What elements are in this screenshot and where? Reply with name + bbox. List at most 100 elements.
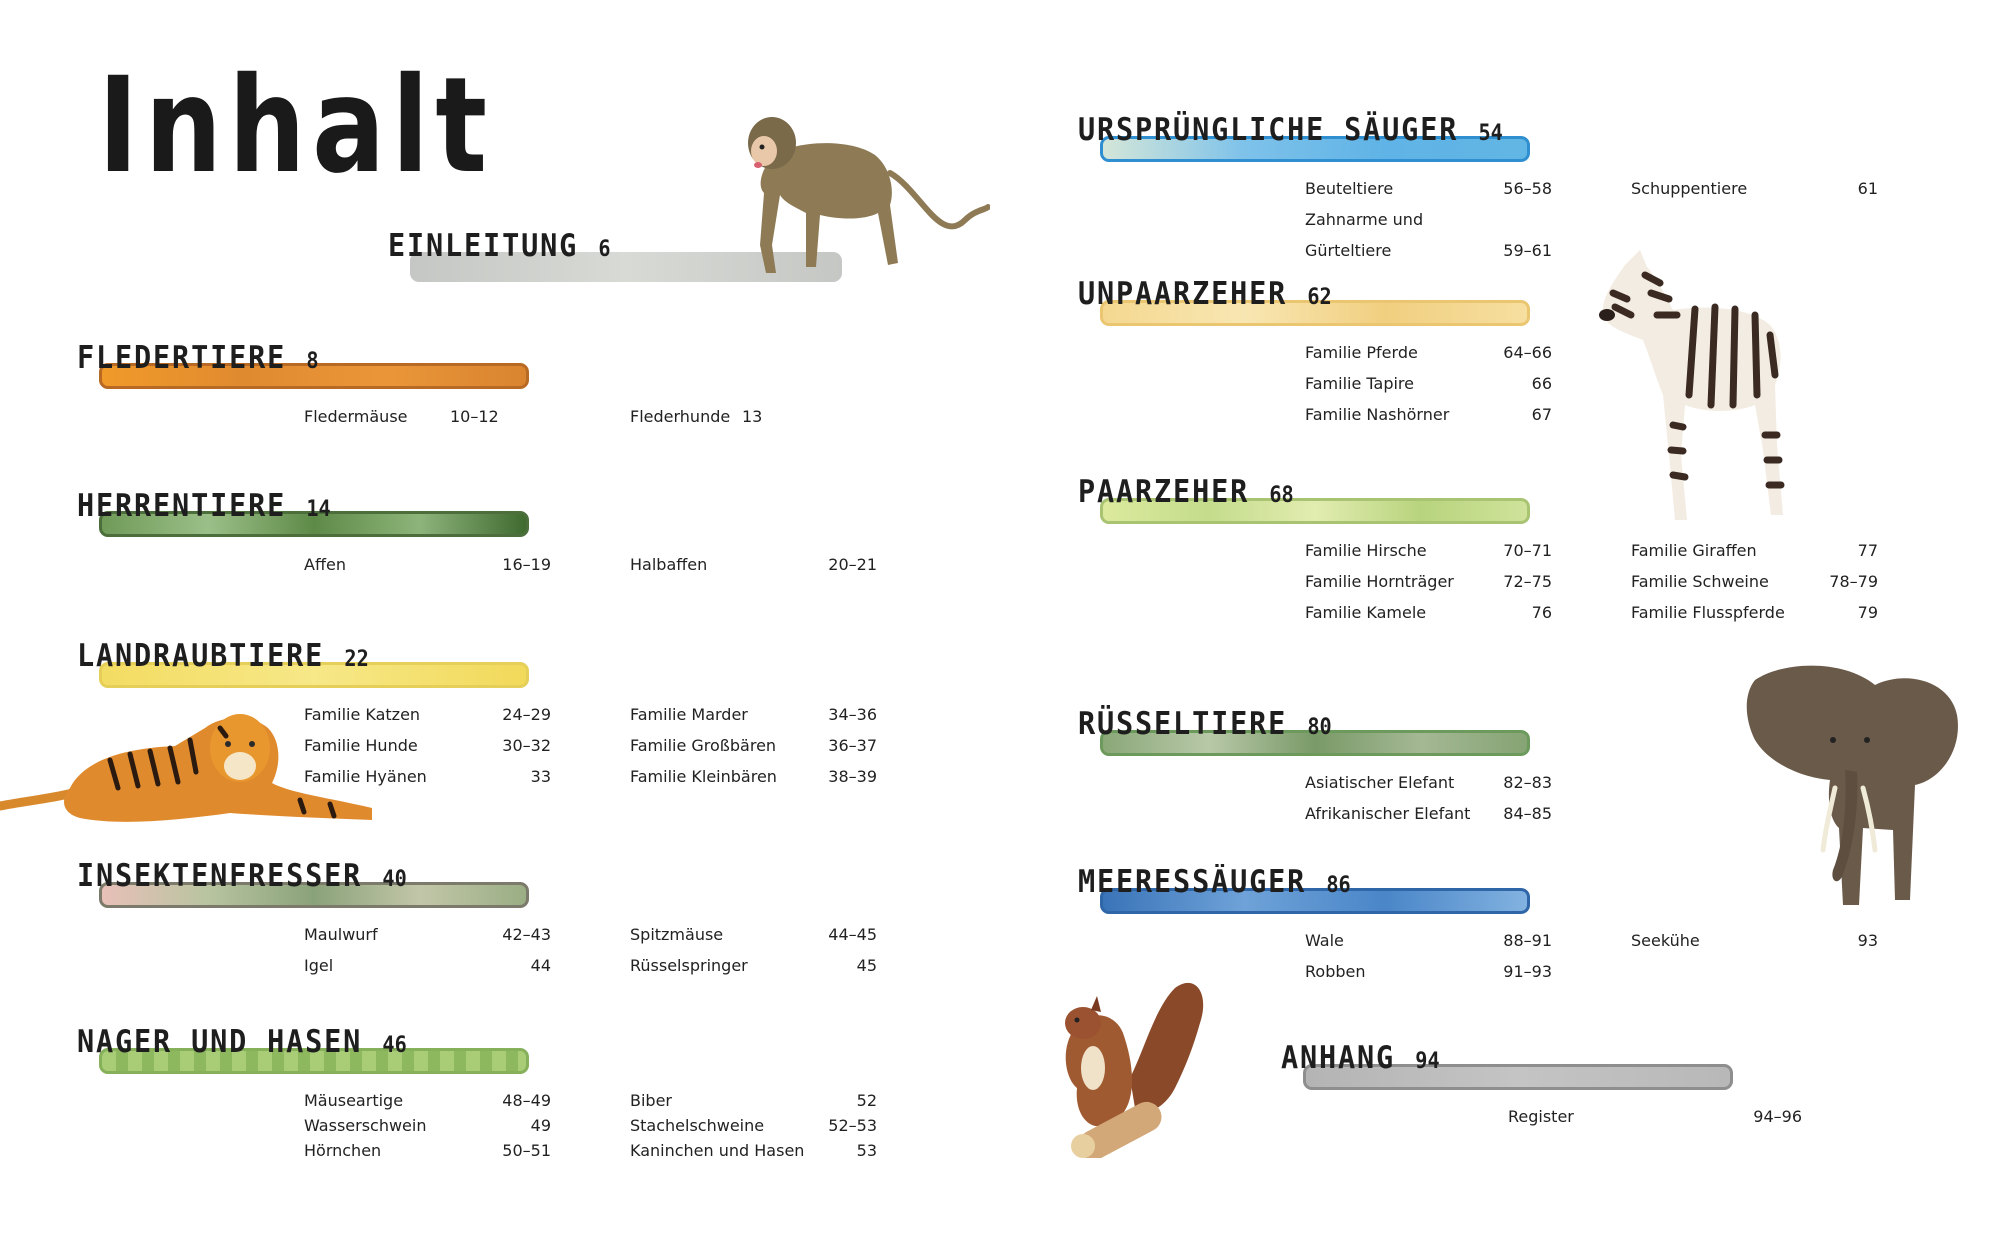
toc-entry: Schuppentiere 61 bbox=[1631, 176, 1878, 202]
toc-entry: Asiatischer Elefant 82–83 bbox=[1305, 770, 1552, 796]
toc-entry: Kaninchen und Hasen 53 bbox=[630, 1138, 877, 1164]
section-meeressaeuger: MEERESSÄUGER 86 Wale 88–91 Robben 91–93 See… bbox=[1078, 864, 1918, 994]
section-page: 80 bbox=[1307, 715, 1332, 740]
entry-name: Biber bbox=[630, 1091, 672, 1110]
entry-pages: 16–19 bbox=[502, 555, 551, 574]
section-bar bbox=[1303, 1064, 1733, 1090]
section-title: INSEKTENFRESSER bbox=[77, 858, 363, 894]
toc-entry: Halbaffen 20–21 bbox=[630, 552, 877, 578]
toc-entry: Wale 88–91 bbox=[1305, 928, 1552, 954]
entry-name: Gürteltiere bbox=[1305, 241, 1392, 260]
toc-entry: Gürteltiere 59–61 bbox=[1305, 238, 1552, 264]
entry-pages: 88–91 bbox=[1503, 931, 1552, 950]
section-bar bbox=[99, 662, 529, 688]
toc-entry: Affen 16–19 bbox=[304, 552, 551, 578]
section-bar bbox=[1100, 888, 1530, 914]
toc-entry: Zahnarme und bbox=[1305, 207, 1552, 233]
entry-name: Familie Hunde bbox=[304, 736, 418, 755]
entry-name: Register bbox=[1508, 1107, 1574, 1126]
entry-pages: 53 bbox=[856, 1141, 877, 1160]
entry-pages: 20–21 bbox=[828, 555, 877, 574]
section-title: PAARZEHER bbox=[1078, 474, 1250, 510]
toc-entry: Beuteltiere 56–58 bbox=[1305, 176, 1552, 202]
entry-pages: 94–96 bbox=[1753, 1107, 1802, 1126]
section-heading: URSPRÜNGLICHE SÄUGER 54 bbox=[1078, 112, 1503, 148]
entry-name: Familie Hyänen bbox=[304, 767, 427, 786]
elephant-icon bbox=[1746, 665, 1958, 905]
entry-pages: 13 bbox=[742, 407, 763, 426]
squirrel-icon bbox=[1065, 982, 1204, 1158]
entry-pages: 50–51 bbox=[502, 1141, 551, 1160]
toc-entry: Seekühe 93 bbox=[1631, 928, 1878, 954]
entry-name: Igel bbox=[304, 956, 334, 975]
section-title: RÜSSELTIERE bbox=[1078, 706, 1288, 742]
entry-pages: 38–39 bbox=[828, 767, 877, 786]
section-heading: EINLEITUNG 6 bbox=[388, 228, 611, 264]
toc-entry: Igel 44 bbox=[304, 953, 551, 979]
toc-entry: Biber 52 bbox=[630, 1088, 877, 1114]
toc-entry: Familie Katzen 24–29 bbox=[304, 702, 551, 728]
entry-name: Spitzmäuse bbox=[630, 925, 724, 944]
section-page: 14 bbox=[306, 497, 331, 522]
section-title: EINLEITUNG bbox=[388, 228, 579, 264]
section-nager-und-hasen: NAGER UND HASEN 46 Mäuseartige 48–49 Wasse… bbox=[77, 1024, 887, 1174]
section-bar bbox=[1100, 300, 1530, 326]
entry-pages: 44–45 bbox=[828, 925, 877, 944]
section-heading: FLEDERTIERE 8 bbox=[77, 340, 319, 376]
section-title: LANDRAUBTIERE bbox=[77, 638, 325, 674]
entry-name: Afrikanischer Elefant bbox=[1305, 804, 1471, 823]
entry-pages: 24–29 bbox=[502, 705, 551, 724]
section-bar bbox=[99, 882, 529, 908]
entry-pages: 49 bbox=[530, 1116, 551, 1135]
section-page: 86 bbox=[1326, 873, 1351, 898]
entry-name: Familie Großbären bbox=[630, 736, 777, 755]
section-page: 46 bbox=[382, 1033, 407, 1058]
entry-name: Familie Pferde bbox=[1305, 343, 1418, 362]
section-page: 8 bbox=[306, 349, 319, 374]
entry-name: Affen bbox=[304, 555, 346, 574]
zebra-icon bbox=[1599, 250, 1785, 520]
toc-entry: Wasserschwein 49 bbox=[304, 1113, 551, 1139]
toc-entry: Flederhunde 13 bbox=[630, 404, 830, 430]
section-title: FLEDERTIERE bbox=[77, 340, 287, 376]
entry-name: Familie Marder bbox=[630, 705, 748, 724]
section-bar bbox=[99, 511, 529, 537]
section-bar bbox=[99, 363, 529, 389]
toc-entry: Familie Hornträger 72–75 bbox=[1305, 569, 1552, 595]
toc-entry: Familie Tapire 66 bbox=[1305, 371, 1552, 397]
entry-name: Halbaffen bbox=[630, 555, 708, 574]
entry-name: Familie Hornträger bbox=[1305, 572, 1454, 591]
entry-pages: 30–32 bbox=[502, 736, 551, 755]
section-heading: INSEKTENFRESSER 40 bbox=[77, 858, 407, 894]
section-bar bbox=[99, 1048, 529, 1074]
toc-entry: Familie Hyänen 33 bbox=[304, 764, 551, 790]
section-page: 68 bbox=[1269, 483, 1294, 508]
toc-entry: Familie Pferde 64–66 bbox=[1305, 340, 1552, 366]
toc-entry: Register 94–96 bbox=[1508, 1104, 1802, 1130]
toc-entry: Familie Schweine 78–79 bbox=[1631, 569, 1878, 595]
toc-entry: Familie Kleinbären 38–39 bbox=[630, 764, 877, 790]
toc-entry: Familie Marder 34–36 bbox=[630, 702, 877, 728]
entry-pages: 34–36 bbox=[828, 705, 877, 724]
entry-pages: 78–79 bbox=[1829, 572, 1878, 591]
toc-entry: Rüsselspringer 45 bbox=[630, 953, 877, 979]
page-title: Inhalt bbox=[98, 49, 494, 203]
toc-entry: Maulwurf 42–43 bbox=[304, 922, 551, 948]
section-bar bbox=[1100, 136, 1530, 162]
section-heading: HERRENTIERE 14 bbox=[77, 488, 331, 524]
entry-name: Familie Katzen bbox=[304, 705, 421, 724]
entry-name: Zahnarme und bbox=[1305, 210, 1424, 229]
entry-pages: 10–12 bbox=[450, 407, 499, 426]
section-title: ANHANG bbox=[1281, 1040, 1396, 1076]
section-page: 94 bbox=[1415, 1049, 1440, 1074]
entry-pages: 72–75 bbox=[1503, 572, 1552, 591]
toc-entry: Hörnchen 50–51 bbox=[304, 1138, 551, 1164]
section-bar bbox=[1100, 498, 1530, 524]
section-insektenfresser: INSEKTENFRESSER 40 Maulwurf 42–43 Igel 44 S… bbox=[77, 858, 887, 988]
section-title: MEERESSÄUGER bbox=[1078, 864, 1307, 900]
entry-pages: 79 bbox=[1857, 603, 1878, 622]
toc-entry: Familie Giraffen 77 bbox=[1631, 538, 1878, 564]
section-page: 54 bbox=[1478, 121, 1503, 146]
entry-pages: 64–66 bbox=[1503, 343, 1552, 362]
section-herrentiere: HERRENTIERE 14 Affen 16–19 Halbaffen 20–21 bbox=[77, 488, 887, 588]
